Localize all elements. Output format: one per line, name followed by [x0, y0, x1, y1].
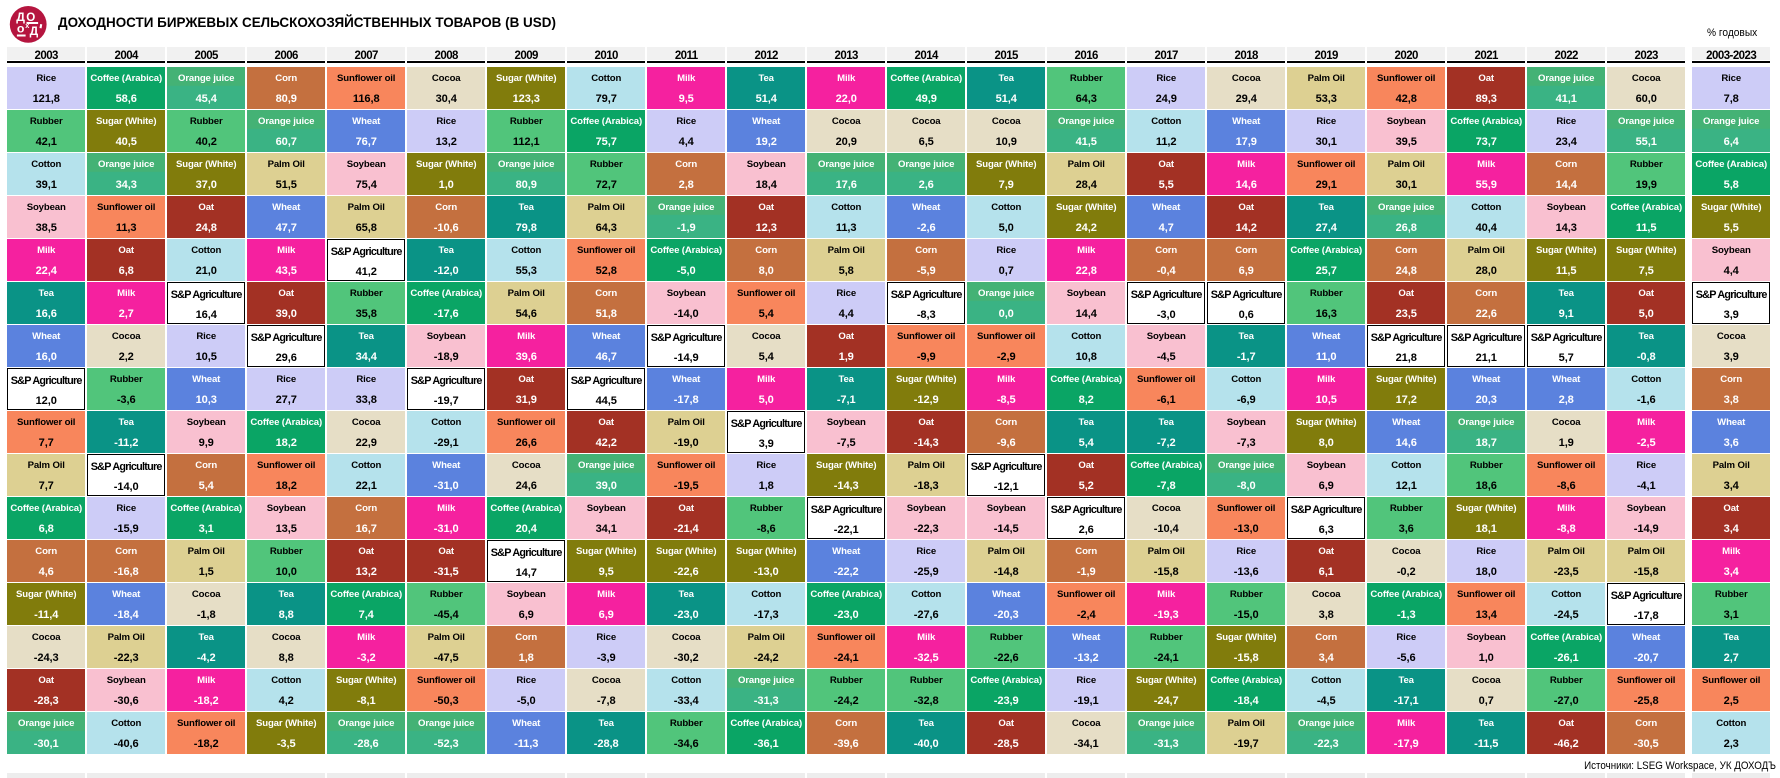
svg-text:Д: Д — [30, 24, 39, 38]
svg-text:о: о — [17, 22, 25, 36]
svg-text:х: х — [25, 21, 29, 30]
svg-text:Д: Д — [16, 10, 25, 24]
svg-text:О: О — [26, 11, 35, 24]
